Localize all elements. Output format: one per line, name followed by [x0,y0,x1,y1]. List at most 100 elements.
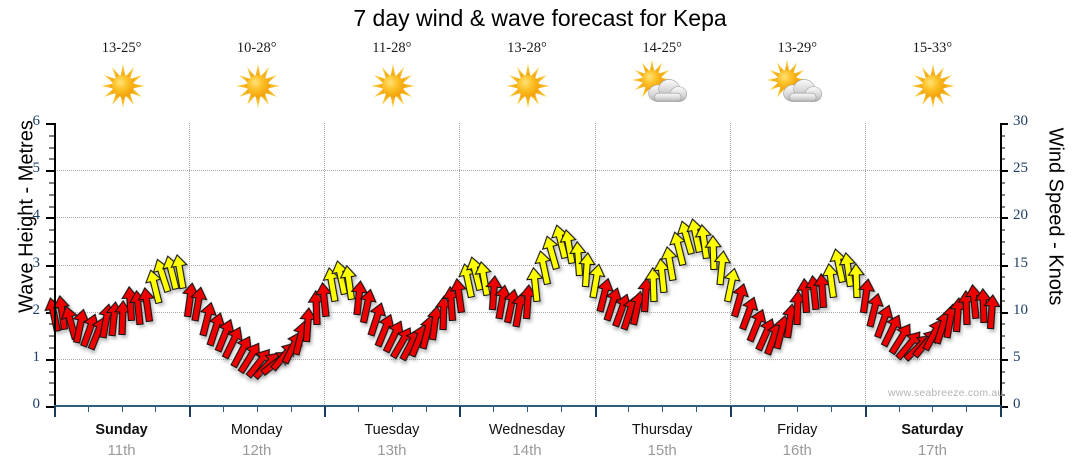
gridline-h-3 [54,264,1000,266]
day-name: Thursday [631,422,693,438]
wind-arrow-glyph [237,342,260,375]
day-temperature-range: 10-28° [236,40,277,56]
left-axis-line [54,123,56,406]
day-label-monday: Monday 12th [189,420,324,470]
left-minor-tick [49,181,54,184]
wind-arrow [449,278,469,314]
right-minor-tick [1000,134,1005,137]
gridline-v-6 [864,123,866,406]
wind-arrow [693,223,713,260]
wind-arrow [195,300,218,337]
left-minor-tick [49,193,54,196]
wind-arrow-glyph [578,251,596,288]
wind-arrow-glyph [838,251,857,288]
wind-arrow-glyph [145,269,163,305]
left-minor-tick [49,134,54,137]
right-tick-label-25: 25 [1013,160,1028,177]
x-tick-sub [121,406,123,412]
wind-arrow-glyph [669,231,687,267]
left-minor-tick [49,370,54,373]
left-tick-label-5: 5 [32,160,41,177]
x-tick-sub [560,406,562,412]
x-tick-day [729,406,732,417]
wind-arrow-glyph [857,278,876,315]
wind-arrow-glyph [730,283,749,318]
day-label-saturday: Saturday 17th [865,420,1000,470]
left-tick-0 [46,406,54,408]
wind-arrow-glyph [221,326,243,360]
day-header-tuesday: 11-28° [324,38,459,120]
wind-arrow [473,260,494,297]
wind-arrow-glyph [723,267,741,303]
wind-arrow-glyph [746,308,767,343]
left-minor-tick [49,394,54,397]
wind-arrow-glyph [713,250,731,286]
day-temperature-range: 11-28° [372,40,412,56]
wind-arrow-glyph [660,246,678,282]
day-temperature-range: 14-25° [642,40,682,56]
sun-glyph [911,63,956,109]
right-minor-tick [1000,252,1005,255]
day-temperature-range: 13-29° [777,40,818,56]
day-header-friday: 13-29° [730,38,865,120]
right-minor-tick [1000,193,1005,196]
wind-arrow [666,230,689,267]
sun-glyph [370,63,415,109]
wind-arrow [719,266,741,303]
sun-icon [99,62,147,110]
day-name: Sunday [95,422,148,438]
day-name: Wednesday [488,422,566,438]
right-tick-label-20: 20 [1013,207,1028,224]
left-tick-label-0: 0 [32,396,41,412]
x-tick-sub [222,406,224,412]
x-tick-day [459,406,462,417]
x-tick-day [864,406,867,417]
right-tick-15 [1000,264,1008,267]
day-label-tuesday: Tuesday 13th [324,420,459,470]
day-date: 12th [242,442,272,459]
x-tick-sub [932,406,934,412]
wind-arrow-glyph [738,296,758,332]
wind-arrow [532,249,554,286]
right-minor-tick [1000,347,1005,350]
wind-arrow [982,293,1001,329]
gridline-v-2 [324,123,326,406]
day-label-wednesday: Wednesday 14th [459,420,594,470]
left-minor-tick [49,240,54,243]
wind-arrow [525,266,544,303]
partly-cloudy-icon [767,59,825,113]
gridline-h-5 [54,170,1000,172]
x-tick-day [54,406,56,417]
right-minor-tick [1000,146,1005,149]
right-minor-tick [1000,299,1005,302]
wind-arrow [187,285,208,322]
wind-arrow-glyph [137,286,155,323]
gridline-h-4 [54,217,1000,219]
left-tick-6 [46,123,54,125]
wind-arrow-glyph [596,277,614,313]
wind-arrow [218,323,246,360]
day-label-thursday: Thursday 15th [595,420,730,470]
wind-arrow [143,268,166,305]
wind-arrow [870,302,896,339]
cloud-icon [645,77,689,105]
left-tick-label-6: 6 [32,113,41,129]
wind-arrow [712,249,731,286]
day-weather-icon [459,58,594,116]
wind-arrow [592,275,615,313]
wind-arrow [539,234,563,271]
right-tick-label-5: 5 [1013,348,1021,365]
wind-arrow-glyph [450,278,468,314]
day-weather-icon [189,58,324,116]
wind-arrow [568,240,587,276]
right-minor-tick [1000,370,1005,373]
day-label-row: Sunday 11th Monday 12th Tuesday 13th Wednes… [54,420,1000,470]
left-minor-tick [49,205,54,208]
left-tick-label-1: 1 [32,348,41,365]
left-tick-4 [46,217,54,220]
wind-arrow-glyph [983,293,1001,329]
sunny-icon [94,61,150,113]
right-tick-5 [1000,358,1008,361]
x-tick-sub [290,406,292,412]
sun-glyph [235,63,280,109]
